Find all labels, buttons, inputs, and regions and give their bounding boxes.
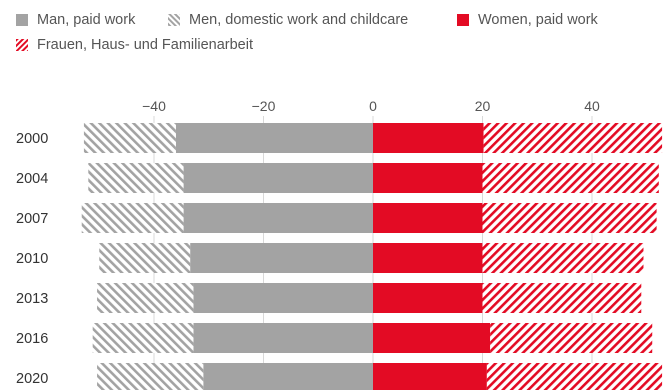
bar-2010-women-paid-work	[373, 243, 483, 273]
bar-2000-man-paid-work	[175, 123, 373, 153]
legend-label-men-paid: Man, paid work	[37, 12, 136, 28]
bar-2004-women-paid-work	[373, 163, 483, 193]
category-label-2000: 2000	[16, 131, 48, 147]
bar-2000-men-domestic-work-and-childcare	[83, 123, 176, 153]
legend-swatch-women-domestic	[16, 39, 28, 51]
category-label-2013: 2013	[16, 291, 48, 307]
bar-2016-women-paid-work	[373, 323, 491, 353]
x-tick-label: −40	[142, 98, 166, 114]
x-tick-label: 40	[584, 98, 600, 114]
x-tick-label: 20	[475, 98, 491, 114]
legend-swatch-men-paid	[16, 14, 28, 26]
bar-2016-men-domestic-work-and-childcare	[92, 323, 194, 353]
bar-2004-frauen-haus-und-familienarbeit	[482, 163, 659, 193]
legend: Man, paid work Men, domestic work and ch…	[0, 0, 664, 64]
x-tick-label: 0	[369, 98, 377, 114]
x-tick-label: −20	[252, 98, 276, 114]
bar-2013-women-paid-work	[373, 283, 483, 313]
bar-2013-men-domestic-work-and-childcare	[97, 283, 194, 313]
legend-label-men-domestic: Men, domestic work and childcare	[189, 12, 409, 28]
bar-2007-man-paid-work	[183, 203, 373, 233]
x-axis-ticks: −40 −20 0 20 40	[142, 98, 600, 114]
bar-2007-men-domestic-work-and-childcare	[81, 203, 184, 233]
legend-item-women-paid: Women, paid work	[457, 12, 598, 28]
bar-2007-women-paid-work	[373, 203, 483, 233]
bars	[81, 123, 663, 390]
bar-2020-man-paid-work	[203, 363, 373, 390]
bar-2016-frauen-haus-und-familienarbeit	[490, 323, 653, 353]
bar-2016-man-paid-work	[193, 323, 373, 353]
category-label-2020: 2020	[16, 371, 48, 387]
category-label-2004: 2004	[16, 171, 48, 187]
legend-swatch-women-paid	[457, 14, 469, 26]
bar-2000-frauen-haus-und-familienarbeit	[483, 123, 663, 153]
legend-label-women-paid: Women, paid work	[478, 12, 598, 28]
bar-2010-frauen-haus-und-familienarbeit	[482, 243, 644, 273]
legend-label-women-domestic: Frauen, Haus- und Familienarbeit	[37, 37, 253, 53]
bar-2000-women-paid-work	[373, 123, 484, 153]
category-label-2007: 2007	[16, 211, 48, 227]
legend-item-men-domestic: Men, domestic work and childcare	[168, 12, 408, 28]
bar-2020-frauen-haus-und-familienarbeit	[486, 363, 663, 390]
category-label-2010: 2010	[16, 251, 48, 267]
bar-2007-frauen-haus-und-familienarbeit	[482, 203, 657, 233]
category-label-2016: 2016	[16, 331, 48, 347]
legend-swatch-men-domestic	[168, 14, 180, 26]
bar-2020-women-paid-work	[373, 363, 487, 390]
bar-2013-frauen-haus-und-familienarbeit	[482, 283, 642, 313]
bar-2013-man-paid-work	[193, 283, 373, 313]
bar-2010-men-domestic-work-and-childcare	[99, 243, 191, 273]
bar-2004-men-domestic-work-and-childcare	[88, 163, 184, 193]
category-labels: 2000 2004 2007 2010 2013 2016 2020	[16, 131, 48, 387]
bar-2004-man-paid-work	[183, 163, 373, 193]
legend-item-women-domestic: Frauen, Haus- und Familienarbeit	[16, 37, 253, 53]
bar-2020-men-domestic-work-and-childcare	[97, 363, 204, 390]
legend-item-men-paid: Man, paid work	[16, 12, 135, 28]
bar-2010-man-paid-work	[190, 243, 373, 273]
